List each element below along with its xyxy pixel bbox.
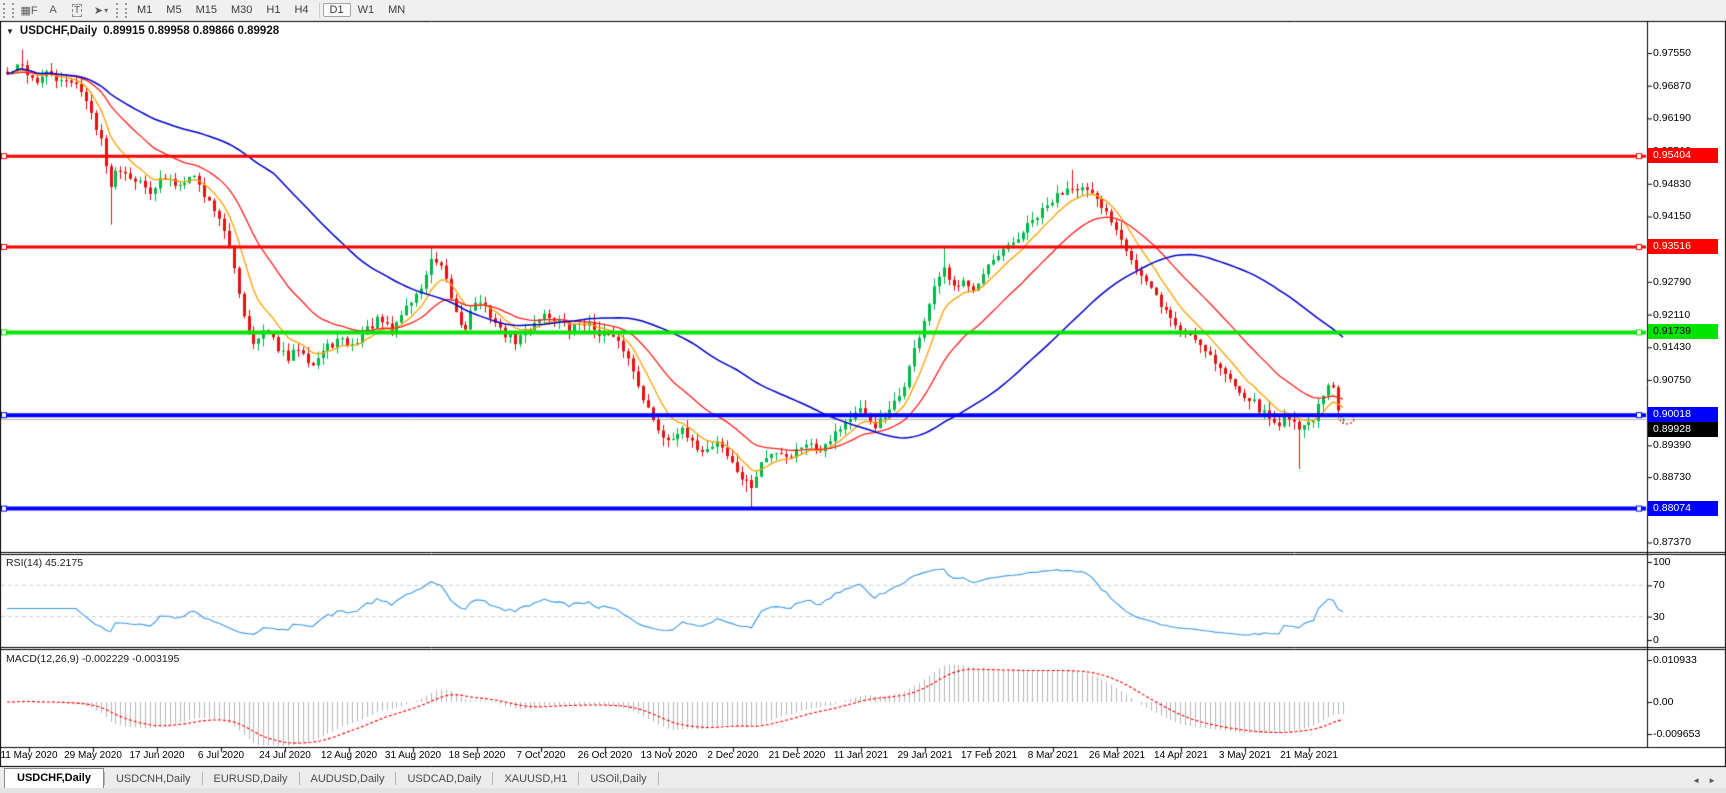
chart-tab-usdcnh-daily[interactable]: USDCNH,Daily [115, 773, 191, 785]
chart-tab-audusd-daily[interactable]: AUDUSD,Daily [310, 773, 385, 785]
chart-tab-xauusd-h1[interactable]: XAUUSD,H1 [504, 773, 568, 785]
drawing-tools-group: ▦F A T ➤ ▾ [17, 2, 113, 19]
price-tick-label: 0.92110 [1653, 307, 1693, 322]
toolbar: ▦F A T ➤ ▾ M1 M5 M15 M30 H1 H4 D1 W1 MN [0, 0, 1726, 21]
text-tool-glyph: A [49, 4, 57, 16]
tab-scroll-right-icon[interactable]: ► [1708, 776, 1716, 785]
macd-tick-label: 0.010933 [1653, 653, 1699, 667]
price-line-label: 0.91739 [1648, 324, 1718, 340]
date-axis-label: 29 May 2020 [64, 750, 122, 761]
timeframe-button-m1[interactable]: M1 [137, 4, 153, 16]
rsi-tick-label: 30 [1653, 609, 1667, 624]
rsi-indicator-label: RSI(14) 45.2175 [6, 557, 84, 569]
price-tick-label: 0.87370 [1653, 535, 1693, 550]
rsi-tick-label: 100 [1653, 555, 1673, 569]
price-line-label: 0.88074 [1648, 500, 1718, 516]
timeframe-button-m15[interactable]: M15 [195, 4, 217, 16]
tab-scroll-left-icon[interactable]: ◄ [1692, 776, 1701, 785]
date-axis-label: 11 May 2020 [0, 750, 58, 761]
price-tick-label: 0.96190 [1653, 111, 1693, 126]
text-label-tool-icon[interactable]: T [65, 2, 89, 19]
date-axis-label: 21 Dec 2020 [768, 750, 826, 761]
price-line-label: 0.93516 [1648, 238, 1718, 254]
tab-separator [103, 772, 105, 785]
timeframe-button-mn[interactable]: MN [388, 4, 406, 16]
price-tick-label: 0.97550 [1653, 46, 1693, 60]
price-tick-label: 0.96870 [1653, 78, 1693, 93]
date-axis-label: 3 May 2021 [1218, 750, 1272, 761]
chart-tab-usoil-daily[interactable]: USOil,Daily [590, 773, 647, 785]
price-line-label: 0.95404 [1648, 148, 1718, 164]
date-axis-label: 6 Jul 2020 [197, 750, 245, 761]
date-axis-label: 13 Nov 2020 [640, 750, 698, 761]
date-axis-label: 24 Jul 2020 [259, 750, 311, 761]
timeframe-button-d1[interactable]: D1 [322, 3, 351, 17]
text-label-tool-glyph: T [71, 3, 83, 17]
rsi-tick-label: 0 [1653, 633, 1661, 647]
price-tick-label: 0.88730 [1653, 470, 1693, 485]
fibonacci-lines-tool-icon[interactable]: ▦F [17, 2, 41, 19]
chart-tab-usdcad-daily[interactable]: USDCAD,Daily [407, 773, 482, 785]
price-tick-label: 0.94150 [1653, 209, 1693, 224]
macd-tick-label: -0.009653 [1653, 727, 1703, 741]
date-axis-label: 31 Aug 2020 [384, 750, 442, 761]
rsi-tick-label: 70 [1653, 578, 1667, 593]
date-axis-label: 11 Jan 2021 [833, 750, 889, 761]
date-axis-label: 18 Sep 2020 [448, 750, 506, 761]
chart-tab-eurusd-daily[interactable]: EURUSD,Daily [213, 773, 288, 785]
price-tick-label: 0.94830 [1653, 176, 1693, 191]
tab-separator [201, 772, 203, 785]
date-axis-label: 26 Oct 2020 [577, 750, 633, 761]
current-price-label: 0.89928 [1648, 422, 1718, 438]
date-axis-label: 29 Jan 2021 [897, 750, 953, 761]
date-axis-label: 12 Aug 2020 [320, 750, 378, 761]
date-axis-label: 14 Apr 2021 [1154, 750, 1208, 761]
chart-symbol-title: USDCHF,Daily [19, 25, 98, 37]
chart-ohlc-values: 0.89915 0.89958 0.89866 0.89928 [103, 25, 280, 37]
date-axis-label: 8 Mar 2021 [1027, 750, 1079, 761]
toolbar-grip[interactable] [3, 2, 14, 18]
macd-tick-label: 0.00 [1653, 695, 1676, 709]
chart-tab-usdchf-daily[interactable]: USDCHF,Daily [4, 768, 104, 788]
timeframe-button-h4[interactable]: H4 [294, 4, 309, 16]
timeframe-button-w1[interactable]: W1 [357, 4, 375, 16]
date-axis-label: 17 Feb 2021 [960, 750, 1018, 761]
tab-separator [298, 772, 300, 785]
tab-separator [657, 772, 659, 785]
date-axis-label: 21 May 2021 [1280, 750, 1338, 761]
price-line-label: 0.90018 [1648, 407, 1718, 423]
timeframe-button-m5[interactable]: M5 [166, 4, 182, 16]
tab-separator [578, 772, 580, 785]
date-axis-label: 26 Mar 2021 [1088, 750, 1146, 761]
tab-scroll-buttons: ◄ ► [1692, 776, 1716, 785]
price-tick-label: 0.92790 [1653, 274, 1693, 289]
chart-dropdown-icon[interactable]: ▼ [6, 26, 14, 36]
date-axis-label: 2 Dec 2020 [707, 750, 759, 761]
timeframe-button-h1[interactable]: H1 [266, 4, 281, 16]
arrows-tool-icon[interactable]: ➤ ▾ [89, 2, 113, 19]
tab-separator [492, 772, 494, 785]
fibonacci-lines-tool-glyph: ▦F [20, 4, 38, 17]
tab-separator [395, 772, 397, 785]
date-axis-label: 7 Oct 2020 [516, 750, 566, 761]
date-axis-label: 17 Jun 2020 [129, 750, 185, 761]
timeframe-button-m30[interactable]: M30 [230, 4, 253, 16]
status-strip [0, 788, 1726, 793]
price-tick-label: 0.91430 [1653, 340, 1693, 355]
chart-title-bar: ▼ USDCHF,Daily 0.89915 0.89958 0.89866 0… [6, 25, 279, 37]
dropdown-caret-icon[interactable]: ▾ [104, 5, 109, 15]
timeframe-separator [318, 2, 320, 18]
timeframe-toolbar-grip[interactable] [116, 2, 127, 18]
price-tick-label: 0.89390 [1653, 438, 1693, 453]
arrows-tool-glyph: ➤ [93, 4, 104, 17]
price-tick-label: 0.90750 [1653, 372, 1693, 387]
timeframes-group: M1 M5 M15 M30 H1 H4 D1 W1 MN [130, 2, 412, 18]
bottom-tab-bar: USDCHF,Daily USDCNH,Daily EURUSD,Daily AUDU… [0, 767, 1726, 788]
text-tool-icon[interactable]: A [41, 2, 65, 19]
macd-indicator-label: MACD(12,26,9) -0.002229 -0.003195 [6, 653, 180, 665]
